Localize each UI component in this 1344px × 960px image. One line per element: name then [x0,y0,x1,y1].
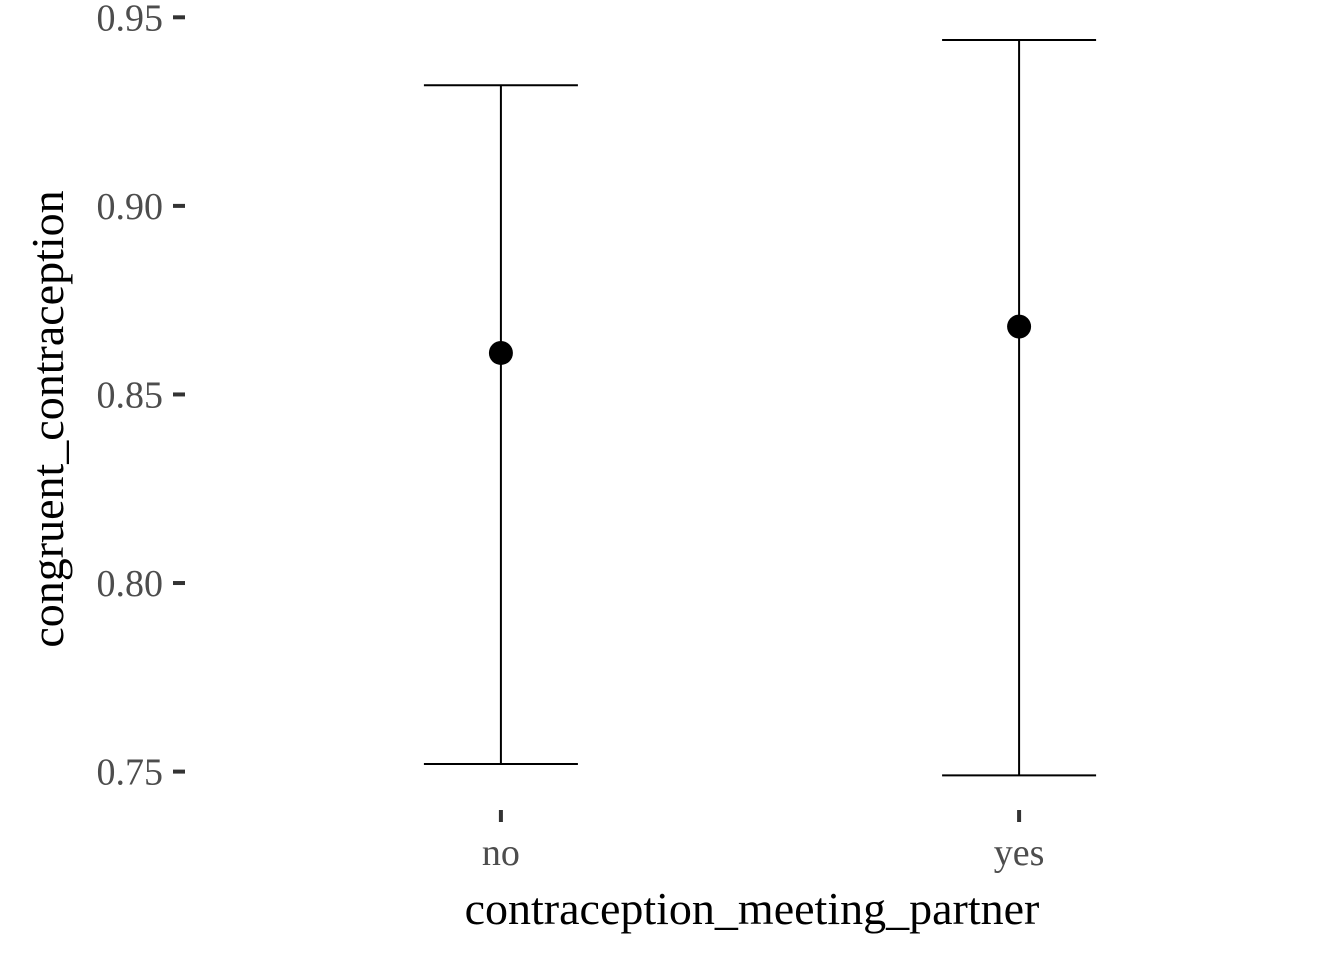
plot-marks [423,38,1097,777]
y-tick-label: 0.75 [97,752,164,794]
x-axis-title: contraception_meeting_partner [465,883,1040,934]
data-point [1007,314,1032,339]
data-point [488,340,513,365]
errorbar-group-no [423,84,578,766]
x-tick-label: no [482,832,520,874]
errorbar-group-yes [942,38,1097,777]
x-tick-label: yes [994,832,1045,874]
y-axis-title: congruent_contraception [22,190,73,647]
x-axis: no yes [482,810,1045,874]
y-tick-label: 0.85 [97,374,164,416]
y-tick-label: 0.95 [97,0,164,39]
y-tick-label: 0.80 [97,563,164,605]
y-axis: 0.75 0.80 0.85 0.90 0.95 [97,0,185,794]
y-tick-label: 0.90 [97,186,164,228]
